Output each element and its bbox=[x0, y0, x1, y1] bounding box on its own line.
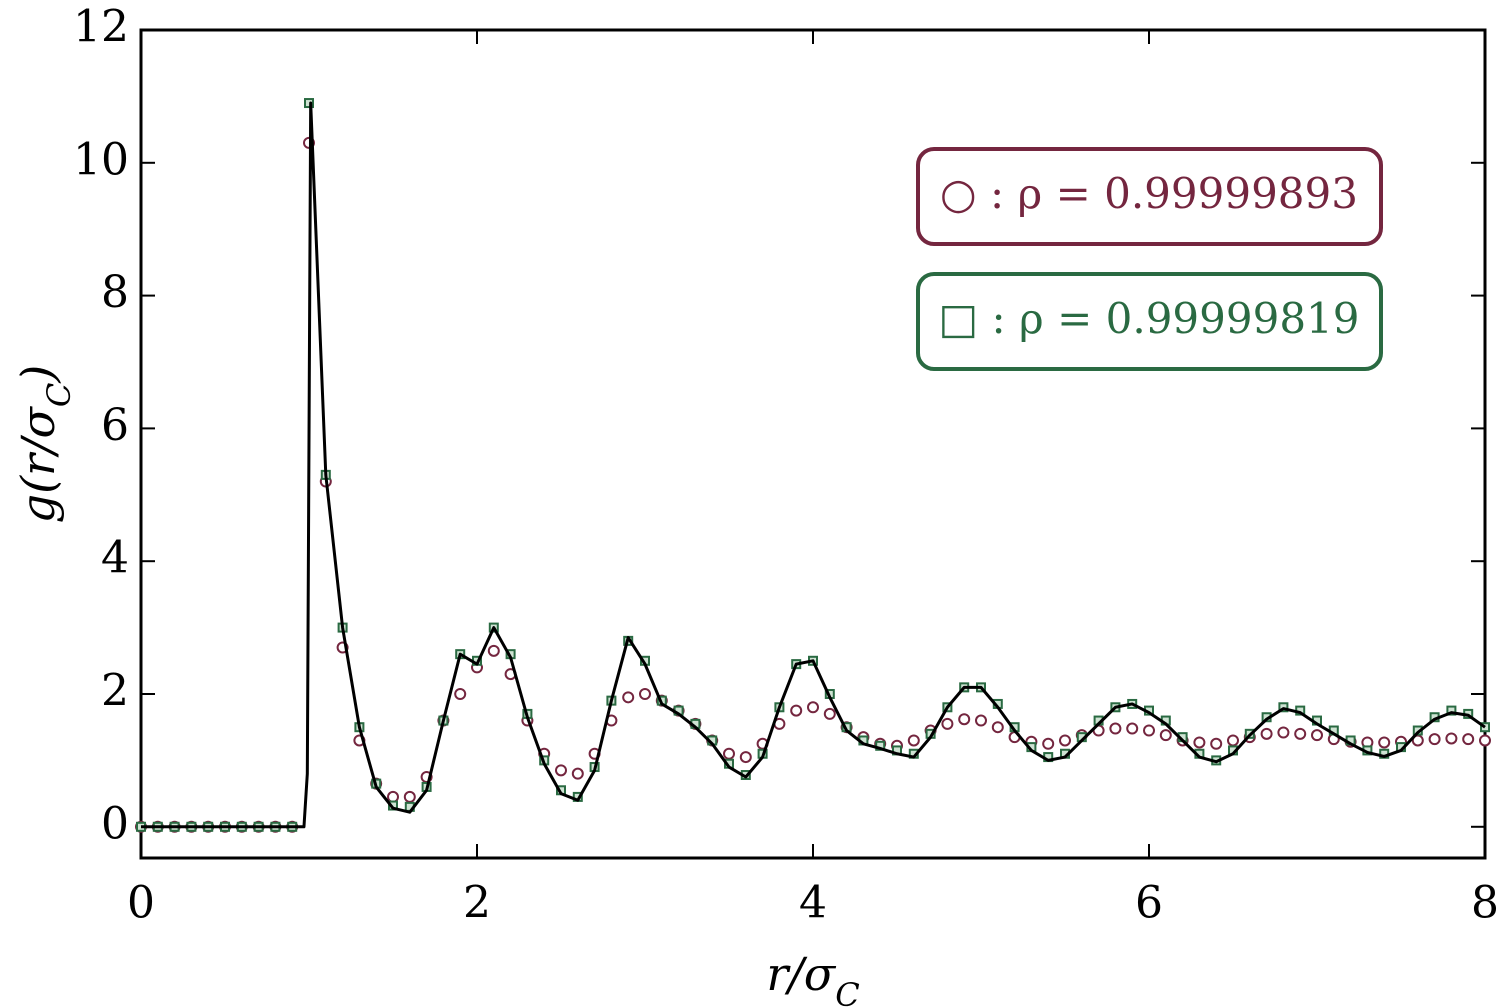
circle-marker bbox=[1210, 737, 1223, 750]
y-tick-label: 8 bbox=[101, 267, 129, 318]
circle-marker bbox=[1294, 727, 1307, 740]
circle-marker bbox=[1059, 734, 1071, 747]
legend-text: ○ : ρ = 0.99999893 bbox=[940, 169, 1358, 218]
circle-marker bbox=[790, 704, 803, 717]
x-tick-label: 4 bbox=[799, 878, 827, 929]
circle-marker bbox=[991, 721, 1004, 734]
y-tick-label: 6 bbox=[101, 400, 129, 451]
circle-marker bbox=[1193, 736, 1206, 749]
y-tick-label: 2 bbox=[101, 665, 129, 716]
circle-marker bbox=[1227, 734, 1239, 747]
x-axis-label: r/σC bbox=[766, 947, 859, 1007]
circle-marker bbox=[1159, 729, 1172, 742]
y-tick-label: 4 bbox=[101, 533, 129, 584]
circle-marker bbox=[941, 717, 954, 730]
circle-marker bbox=[1479, 734, 1491, 747]
circle-marker bbox=[1428, 733, 1441, 746]
line bbox=[141, 101, 1486, 829]
x-tick-label: 8 bbox=[1471, 878, 1499, 929]
circle-marker bbox=[639, 687, 651, 700]
circle-marker bbox=[1143, 724, 1155, 737]
circle-marker bbox=[1311, 729, 1323, 742]
square-marker bbox=[1446, 705, 1457, 716]
circle-marker bbox=[907, 734, 920, 747]
circle-marker bbox=[1378, 736, 1391, 749]
y-tick-label: 0 bbox=[101, 798, 129, 849]
x-tick-label: 2 bbox=[463, 878, 491, 929]
x-tick-label: 6 bbox=[1135, 878, 1163, 929]
circle-marker bbox=[454, 687, 467, 700]
circle-marker bbox=[555, 764, 567, 777]
circle-marker bbox=[975, 714, 987, 727]
circle-marker bbox=[403, 790, 416, 803]
y-tick-label: 10 bbox=[73, 134, 129, 185]
circle-marker bbox=[823, 707, 836, 720]
circle-marker bbox=[1260, 727, 1273, 740]
circle-marker bbox=[958, 713, 971, 726]
circle-marker bbox=[807, 701, 819, 714]
circle-marker bbox=[1462, 733, 1475, 746]
legend-text: □ : ρ = 0.99999819 bbox=[939, 294, 1360, 343]
circle-marker bbox=[739, 751, 752, 764]
circle-marker bbox=[1445, 732, 1458, 745]
circle-marker bbox=[387, 790, 399, 803]
square-marker bbox=[304, 98, 314, 109]
circle-marker bbox=[622, 691, 635, 704]
y-tick-label: 12 bbox=[73, 2, 129, 53]
circle-marker bbox=[1109, 722, 1122, 735]
circle-marker bbox=[1042, 737, 1055, 750]
circle-marker bbox=[1277, 726, 1290, 739]
circle-marker bbox=[1126, 722, 1139, 735]
legend-box bbox=[916, 272, 1383, 371]
y-axis-label: g(r/σC) bbox=[11, 365, 78, 524]
circle-marker bbox=[571, 767, 584, 780]
circle-marker bbox=[723, 747, 735, 760]
legend-box bbox=[916, 147, 1383, 246]
x-tick-label: 0 bbox=[127, 878, 155, 929]
circle-marker bbox=[487, 644, 500, 657]
